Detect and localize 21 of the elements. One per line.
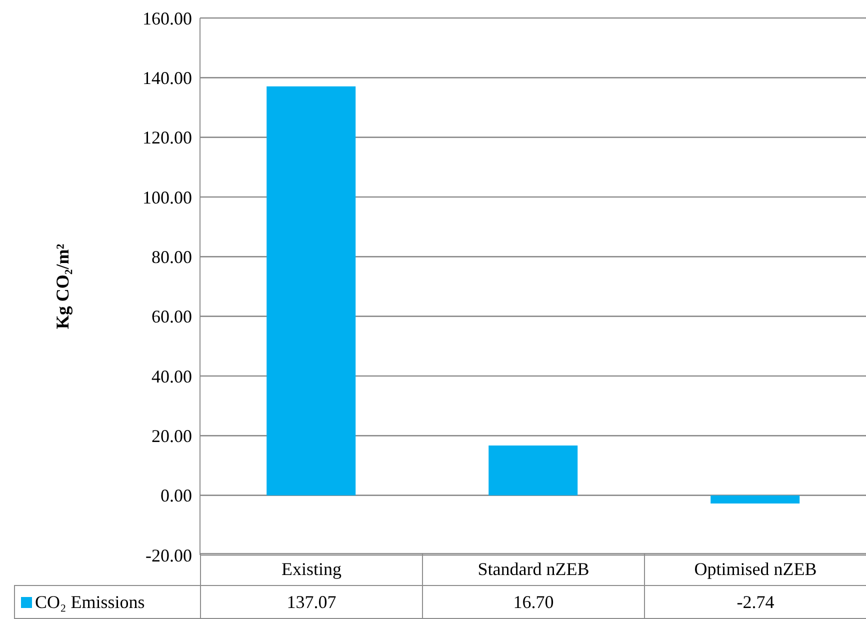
y-tick-label: -20.00 [146, 545, 192, 566]
x-tick-label: Standard nZEB [422, 553, 645, 586]
y-axis-title: Kg CO₂/m² [52, 244, 72, 330]
data-label: -2.74 [644, 585, 866, 619]
y-tick-label: 120.00 [142, 128, 192, 148]
bar [266, 86, 356, 496]
y-tick-label: 60.00 [152, 306, 192, 327]
y-tick-label: 40.00 [152, 366, 192, 386]
legend-label: CO₂ Emissions [35, 592, 145, 612]
y-tick-label: 80.00 [152, 247, 192, 268]
y-tick-label: 20.00 [152, 426, 192, 446]
y-tick-label: 160.00 [142, 8, 192, 28]
y-tick-label: 100.00 [142, 187, 192, 208]
y-tick-label: 140.00 [142, 68, 192, 88]
bar [488, 446, 578, 496]
data-label: 16.70 [422, 585, 645, 619]
x-tick-label: Existing [200, 553, 423, 586]
x-tick-label: Optimised nZEB [644, 553, 866, 586]
y-tick-label: 0.00 [160, 486, 192, 506]
data-label: 137.07 [200, 585, 423, 619]
bar [710, 495, 800, 504]
